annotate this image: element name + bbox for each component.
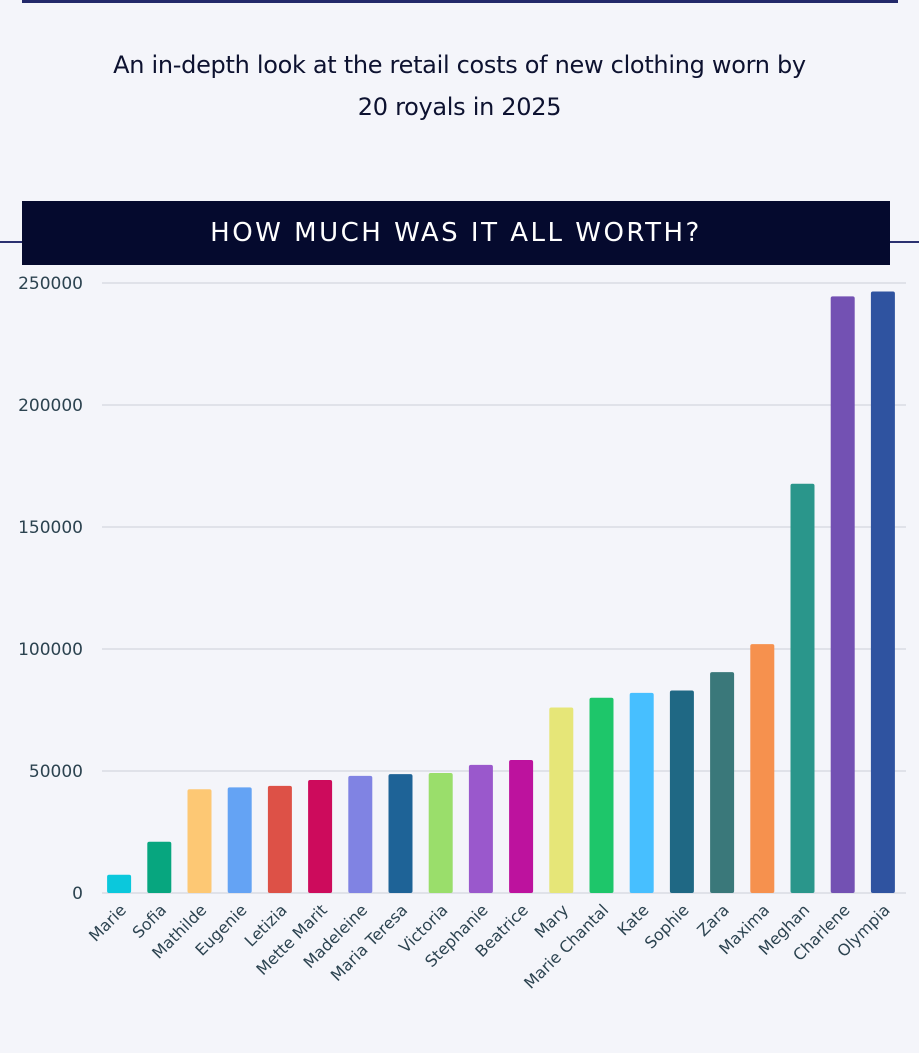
bars [107, 291, 895, 893]
bar-stephanie [468, 764, 493, 893]
subtitle-line-1: An in-depth look at the retail costs of … [113, 51, 806, 79]
bar-beatrice [509, 760, 534, 893]
bar-marie [107, 874, 132, 893]
bar-maxima [750, 644, 775, 893]
y-tick-label: 50000 [29, 762, 83, 782]
subtitle: An in-depth look at the retail costs of … [0, 44, 919, 128]
bar-charlene [830, 296, 855, 893]
section-title-band: HOW MUCH WAS IT ALL WORTH? [22, 201, 890, 265]
bar-eugenie [227, 787, 252, 893]
bar-chart: 0 50000 100000 150000 200000 250000 MarieSofi… [18, 274, 906, 993]
y-tick-label: 200000 [18, 396, 83, 416]
gridlines [102, 282, 906, 894]
bar-victoria [428, 772, 453, 893]
y-tick-label: 0 [72, 884, 83, 904]
x-tick-label: Sophie [641, 900, 693, 952]
bar-mathilde [187, 789, 212, 893]
bar-sophie [669, 690, 694, 893]
y-tick-label: 100000 [18, 640, 83, 660]
y-tick-label: 250000 [18, 274, 83, 294]
top-divider [22, 0, 898, 3]
chart-title: HOW MUCH WAS IT ALL WORTH? [210, 218, 702, 248]
y-tick-label: 150000 [18, 518, 83, 538]
bar-marie-chantal [589, 697, 614, 893]
bar-kate [629, 692, 654, 893]
bar-olympia [870, 291, 895, 893]
bar-mette-marit [308, 780, 333, 893]
bar-sofia [147, 841, 172, 893]
bar-maria-teresa [388, 774, 413, 893]
bar-letizia [267, 785, 292, 893]
bar-mary [549, 707, 574, 893]
bar-madeleine [348, 775, 373, 893]
subtitle-line-2: 20 royals in 2025 [357, 93, 562, 121]
bar-zara [710, 672, 735, 893]
bar-meghan [790, 483, 815, 893]
y-axis: 0 50000 100000 150000 200000 250000 [18, 274, 83, 904]
x-tick-label: Marie [85, 900, 130, 945]
